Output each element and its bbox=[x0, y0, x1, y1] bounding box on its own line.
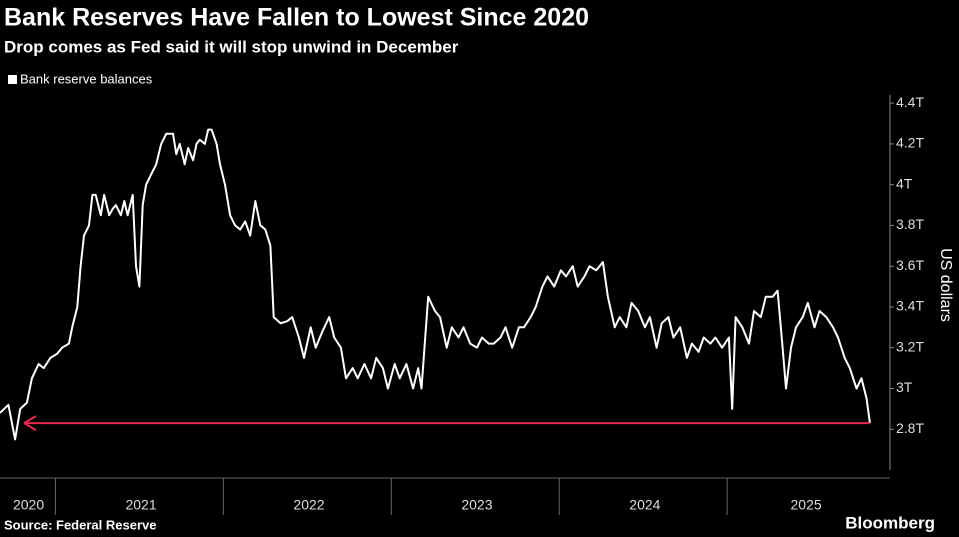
legend-swatch bbox=[8, 75, 17, 84]
y-tick-label: 3T bbox=[896, 379, 913, 395]
y-axis-label: US dollars bbox=[937, 248, 954, 322]
x-tick-label: 2025 bbox=[791, 497, 822, 513]
y-tick-label: 3.8T bbox=[896, 216, 924, 232]
y-tick-label: 4.4T bbox=[896, 94, 924, 110]
arrow-head bbox=[23, 415, 37, 431]
y-tick-label: 4T bbox=[896, 175, 913, 191]
y-tick-label: 3.2T bbox=[896, 338, 924, 354]
y-tick-label: 3.6T bbox=[896, 257, 924, 273]
legend-label: Bank reserve balances bbox=[20, 71, 153, 86]
x-tick-label: 2020 bbox=[13, 497, 44, 513]
chart-title: Bank Reserves Have Fallen to Lowest Sinc… bbox=[4, 4, 589, 32]
y-tick-label: 4.2T bbox=[896, 135, 924, 151]
y-tick-label: 2.8T bbox=[896, 420, 924, 436]
chart-subtitle: Drop comes as Fed said it will stop unwi… bbox=[4, 37, 459, 56]
series-line bbox=[0, 128, 871, 441]
x-tick-label: 2021 bbox=[125, 497, 156, 513]
x-tick-label: 2024 bbox=[629, 497, 660, 513]
x-tick-label: 2023 bbox=[461, 497, 492, 513]
y-tick-label: 3.4T bbox=[896, 298, 924, 314]
source: Source: Federal Reserve bbox=[4, 517, 156, 532]
brand: Bloomberg bbox=[845, 513, 935, 532]
x-tick-label: 2022 bbox=[293, 497, 324, 513]
